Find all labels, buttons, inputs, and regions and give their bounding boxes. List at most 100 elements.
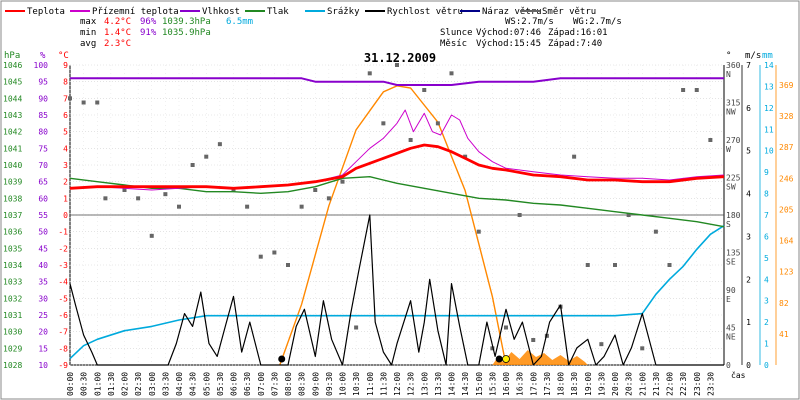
wind-direction-point xyxy=(694,88,699,92)
mm-tick: 10 xyxy=(764,147,774,156)
c-unit-label: °C xyxy=(58,51,69,61)
deg-tick: 315 xyxy=(726,99,741,108)
x-tick: 19:30 xyxy=(597,372,606,396)
sun-moon-panel: WS:2.7m/s WG:2.7m/s Slunce Východ:07:46 … xyxy=(440,17,622,49)
wind-direction-point xyxy=(681,88,686,92)
hpa-tick: 1035 xyxy=(3,244,22,253)
legend: Teplota Přízemní teplota Vlhkost Tlak Srážky… xyxy=(5,7,596,17)
wind-direction-point xyxy=(476,229,481,234)
x-tick: 16:00 xyxy=(502,372,511,396)
rad-tick: 123 xyxy=(779,268,794,277)
wind-direction-point xyxy=(667,263,672,267)
pct-tick: 20 xyxy=(38,328,48,337)
wind-direction-point xyxy=(340,179,345,184)
x-tick: 06:30 xyxy=(243,372,252,396)
hpa-tick: 1029 xyxy=(3,344,22,353)
x-tick: 19:00 xyxy=(584,372,593,396)
c-tick: -8 xyxy=(58,344,68,353)
x-tick: 00:30 xyxy=(80,372,89,396)
stats-press-min: 1035.9hPa xyxy=(162,28,211,38)
wind-direction-point xyxy=(231,188,236,192)
stats-hum-min: 91% xyxy=(140,28,157,38)
hpa-tick: 1044 xyxy=(3,94,22,103)
series-line-humidity xyxy=(70,77,724,86)
wind-direction-point xyxy=(204,154,209,159)
c-tick: 0 xyxy=(63,211,68,220)
wind-direction-point xyxy=(449,71,454,76)
legend-label-srazky: Srážky xyxy=(327,7,360,17)
series-line-wind-speed xyxy=(69,214,724,366)
moonrise-readout: Východ:15:45 xyxy=(476,39,541,49)
x-tick: 12:00 xyxy=(393,372,402,396)
x-tick: 14:00 xyxy=(448,372,457,396)
ms-tick: 5 xyxy=(746,147,751,156)
wind-direction-point xyxy=(286,263,290,267)
mm-tick: 3 xyxy=(764,297,769,306)
wind-direction-point xyxy=(95,100,100,105)
legend-label-tlak: Tlak xyxy=(267,7,289,17)
rad-tick: 287 xyxy=(779,143,794,152)
dir-tick: W xyxy=(726,145,731,154)
x-tick: 08:00 xyxy=(284,372,293,396)
dir-tick: NE xyxy=(726,333,736,342)
hpa-tick: 1040 xyxy=(3,161,22,170)
pct-tick: 70 xyxy=(38,161,48,170)
wind-direction-point xyxy=(585,263,590,267)
sunrise-marker xyxy=(278,355,286,363)
pct-tick: 95 xyxy=(38,78,48,87)
mm-tick: 11 xyxy=(764,125,774,134)
deg-tick: 0 xyxy=(726,361,731,370)
c-tick: 7 xyxy=(63,94,68,103)
wind-direction-point xyxy=(245,204,250,209)
x-tick: 23:00 xyxy=(693,372,702,396)
dir-tick: SE xyxy=(726,258,736,267)
c-tick: 1 xyxy=(63,194,68,203)
x-tick: 09:30 xyxy=(325,372,334,396)
mm-tick: 6 xyxy=(764,232,769,241)
x-tick: 11:30 xyxy=(379,372,388,396)
c-tick: 8 xyxy=(63,78,68,87)
rad-tick: 328 xyxy=(779,112,794,121)
pct-tick: 80 xyxy=(38,128,48,137)
wind-direction-point xyxy=(122,188,127,192)
x-tick: 21:00 xyxy=(638,372,647,396)
wind-direction-point xyxy=(613,263,617,267)
mm-tick: 14 xyxy=(764,61,774,70)
x-tick: 01:00 xyxy=(93,372,102,396)
dir-tick: NW xyxy=(726,108,736,117)
wind-direction-point xyxy=(68,96,72,101)
x-tick: 07:30 xyxy=(270,372,279,396)
deg-tick: 90 xyxy=(726,286,736,295)
x-tick: 13:30 xyxy=(434,372,443,396)
x-tick: 05:30 xyxy=(216,372,225,396)
stats-hum-max: 96% xyxy=(140,17,157,27)
c-tick: 6 xyxy=(63,111,68,120)
c-tick: -9 xyxy=(58,361,68,370)
x-tick: 03:00 xyxy=(148,372,157,396)
ms-tick: 2 xyxy=(746,275,751,284)
wind-direction-point xyxy=(326,196,331,201)
sunrise-readout: Východ:07:46 xyxy=(476,28,541,38)
wind-direction-point xyxy=(81,100,86,105)
x-tick: 22:30 xyxy=(679,372,688,396)
stats-label-avg: avg xyxy=(80,39,96,49)
ms-tick: 4 xyxy=(746,190,751,199)
c-tick: -5 xyxy=(58,294,68,303)
x-tick: 00:00 xyxy=(66,372,75,396)
x-tick: 09:00 xyxy=(311,372,320,396)
series-line-rain xyxy=(69,225,725,360)
c-tick: 5 xyxy=(63,128,68,137)
pct-tick: 40 xyxy=(38,261,48,270)
x-tick: 07:00 xyxy=(257,372,266,396)
pct-tick: 25 xyxy=(38,311,48,320)
c-tick: -3 xyxy=(58,261,68,270)
hpa-tick: 1033 xyxy=(3,278,22,287)
c-tick: 4 xyxy=(63,144,68,153)
legend-label-pocitova: Přízemní teplota xyxy=(92,7,179,17)
x-tick: 17:00 xyxy=(529,372,538,396)
legend-label-naraz: Náraz větru xyxy=(482,7,542,17)
x-tick: 02:30 xyxy=(134,372,143,396)
wind-direction-point xyxy=(408,138,413,142)
moon-label: Měsíc xyxy=(440,39,467,49)
